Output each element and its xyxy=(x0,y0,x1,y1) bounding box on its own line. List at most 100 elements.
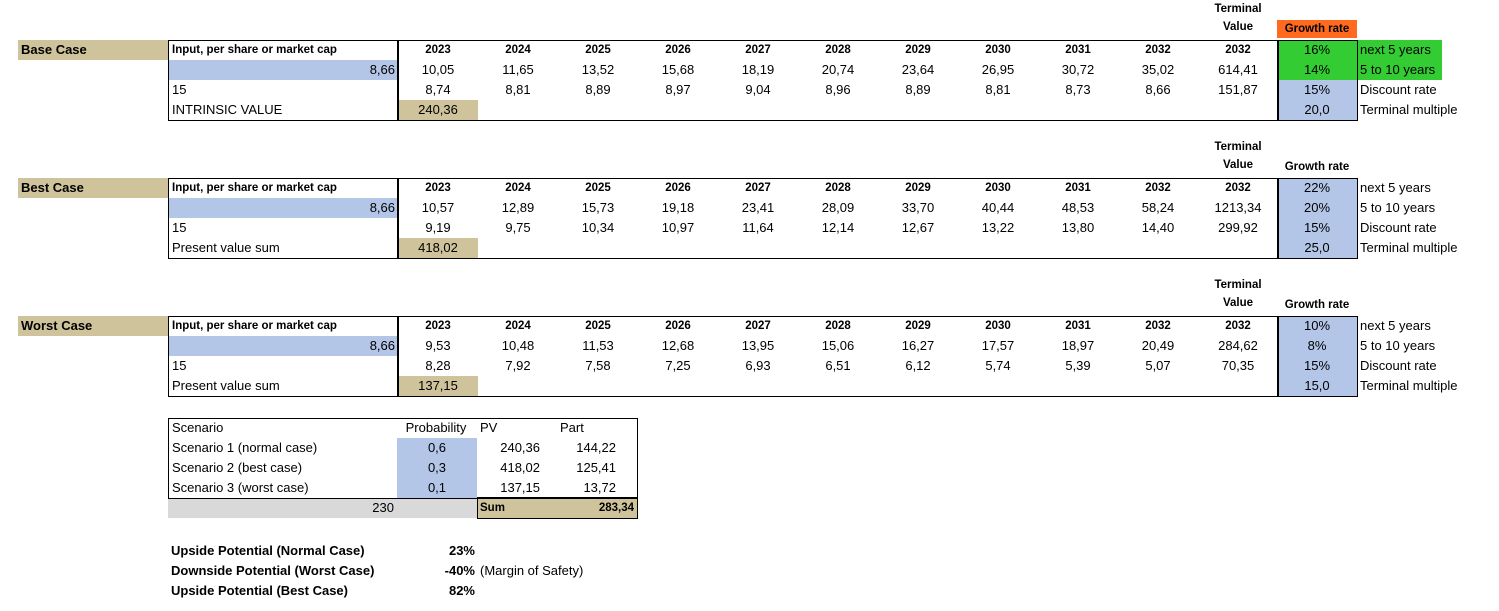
block-2-pv-2: 9,75 xyxy=(505,220,531,235)
scenario-pv-3: 137,15 xyxy=(500,480,540,495)
block-2-param-value-1[interactable]: 22% xyxy=(1277,178,1357,198)
block-2-terminal-label-1: Terminal xyxy=(1214,141,1262,153)
block-3-fcf-1: 9,53 xyxy=(425,338,451,353)
block-1-param-value-1[interactable]: 16% xyxy=(1277,40,1357,60)
block-3-divider-right xyxy=(1277,316,1279,397)
block-1-terminal-label-2: Value xyxy=(1222,21,1254,33)
block-2-year-3: 2025 xyxy=(585,182,611,194)
scenario-sum-bg xyxy=(478,498,637,518)
block-3-fcf-10: 20,49 xyxy=(1141,338,1175,353)
block-1-year-1: 2023 xyxy=(425,44,451,56)
block-3-header-label: Input, per share or market cap xyxy=(172,320,337,332)
block-2-fcf-10: 58,24 xyxy=(1141,200,1175,215)
block-3-param-label-1: next 5 years xyxy=(1360,318,1431,333)
block-1-pv-2: 8,81 xyxy=(505,82,531,97)
block-1-param-value-2[interactable]: 14% xyxy=(1277,60,1357,80)
block-1-fcf-5: 18,19 xyxy=(741,62,775,77)
block-3-fcf-11: 284,62 xyxy=(1218,338,1258,353)
potential-value-2: -40% xyxy=(444,563,475,578)
scenario-part-1: 144,22 xyxy=(576,440,616,455)
block-1-fcf-1: 10,05 xyxy=(421,62,455,77)
block-3-pv-2: 7,92 xyxy=(505,358,531,373)
block-1-year-11: 2032 xyxy=(1225,44,1251,56)
block-3-fcf-2: 10,48 xyxy=(501,338,535,353)
block-3-fcf-3: 11,53 xyxy=(582,338,614,353)
block-2-fcf-2: 12,89 xyxy=(501,200,535,215)
block-3-year-7: 2029 xyxy=(905,320,931,332)
block-2-discount-label: 15 xyxy=(172,220,187,235)
block-1-fcf-6: 20,74 xyxy=(821,62,855,77)
block-2-table-border xyxy=(168,178,1358,259)
block-3-discount-label: 15 xyxy=(172,358,187,373)
block-1-fcf-9: 30,72 xyxy=(1061,62,1095,77)
scenario-pv-2: 418,02 xyxy=(500,460,540,475)
block-3-pv-3: 7,58 xyxy=(585,358,611,373)
block-2-pv-6: 12,14 xyxy=(821,220,855,235)
block-3-growth-rate-header: Growth rate xyxy=(1284,299,1350,311)
block-3-case-label: Worst Case xyxy=(18,316,168,336)
block-1-fcf-8: 26,95 xyxy=(981,62,1015,77)
block-3-param-label-2: 5 to 10 years xyxy=(1360,338,1436,353)
price-row-bg xyxy=(168,498,478,518)
block-3-fcf-7: 16,27 xyxy=(901,338,935,353)
scenario-pv-1: 240,36 xyxy=(500,440,540,455)
block-2-divider-right xyxy=(1277,178,1279,259)
scenario-probability-2[interactable]: 0,3 xyxy=(397,458,477,478)
block-3-pv-6: 6,51 xyxy=(825,358,851,373)
block-1-divider-right xyxy=(1277,40,1279,121)
block-3-param-value-1[interactable]: 10% xyxy=(1277,316,1357,336)
block-1-fcf-7: 23,64 xyxy=(901,62,935,77)
block-2-pv-9: 13,80 xyxy=(1061,220,1095,235)
block-2-pv-4: 10,97 xyxy=(661,220,695,235)
potential-label-1: Upside Potential (Normal Case) xyxy=(171,543,365,558)
block-2-fcf-3: 15,73 xyxy=(581,200,615,215)
block-2-year-8: 2030 xyxy=(985,182,1011,194)
block-1-terminal-label-1: Terminal xyxy=(1214,3,1262,15)
block-3-year-8: 2030 xyxy=(985,320,1011,332)
block-2-pv-5: 11,64 xyxy=(742,220,774,235)
block-1-param-value-3[interactable]: 15% xyxy=(1277,80,1357,100)
pv-header: PV xyxy=(480,420,498,435)
block-2-fcf-1: 10,57 xyxy=(421,200,455,215)
scenario-name-3: Scenario 3 (worst case) xyxy=(172,480,309,495)
scenario-sum-border xyxy=(477,497,638,519)
block-2-sum-value: 418,02 xyxy=(398,238,478,258)
block-1-year-9: 2031 xyxy=(1065,44,1091,56)
block-3-param-value-4[interactable]: 15,0 xyxy=(1277,376,1357,396)
block-2-year-6: 2028 xyxy=(825,182,851,194)
block-2-pv-11: 299,92 xyxy=(1218,220,1258,235)
potential-label-2: Downside Potential (Worst Case) xyxy=(171,563,375,578)
block-2-year-9: 2031 xyxy=(1065,182,1091,194)
block-1-year-3: 2025 xyxy=(585,44,611,56)
block-3-sum-label: Present value sum xyxy=(172,378,280,393)
scenario-probability-1[interactable]: 0,6 xyxy=(397,438,477,458)
block-3-year-3: 2025 xyxy=(585,320,611,332)
block-1-discount-label: 15 xyxy=(172,82,187,97)
block-1-fcf-4: 15,68 xyxy=(661,62,695,77)
block-3-param-value-2[interactable]: 8% xyxy=(1277,336,1357,356)
block-1-pv-3: 8,89 xyxy=(585,82,611,97)
block-1-pv-6: 8,96 xyxy=(825,82,851,97)
block-2-param-value-2[interactable]: 20% xyxy=(1277,198,1357,218)
part-header: Part xyxy=(560,420,584,435)
block-3-sum-value: 137,15 xyxy=(398,376,478,396)
block-2-param-value-4[interactable]: 25,0 xyxy=(1277,238,1357,258)
block-3-terminal-label-1: Terminal xyxy=(1214,279,1262,291)
block-3-pv-7: 6,12 xyxy=(905,358,931,373)
scenario-probability-3[interactable]: 0,1 xyxy=(397,478,477,498)
block-1-pv-5: 9,04 xyxy=(745,82,771,97)
block-1-input-value[interactable]: 8,66 xyxy=(169,60,397,80)
block-2-year-1: 2023 xyxy=(425,182,451,194)
block-1-header-label: Input, per share or market cap xyxy=(172,44,337,56)
block-2-pv-7: 12,67 xyxy=(901,220,935,235)
scenario-name-1: Scenario 1 (normal case) xyxy=(172,440,318,455)
block-1-year-8: 2030 xyxy=(985,44,1011,56)
block-3-param-label-3: Discount rate xyxy=(1360,358,1437,373)
block-2-param-value-3[interactable]: 15% xyxy=(1277,218,1357,238)
block-3-param-value-3[interactable]: 15% xyxy=(1277,356,1357,376)
block-1-param-value-4[interactable]: 20,0 xyxy=(1277,100,1357,120)
block-2-input-value[interactable]: 8,66 xyxy=(169,198,397,218)
current-price: 230 xyxy=(372,500,394,515)
block-3-table-border xyxy=(168,316,1358,397)
block-3-input-value[interactable]: 8,66 xyxy=(169,336,397,356)
